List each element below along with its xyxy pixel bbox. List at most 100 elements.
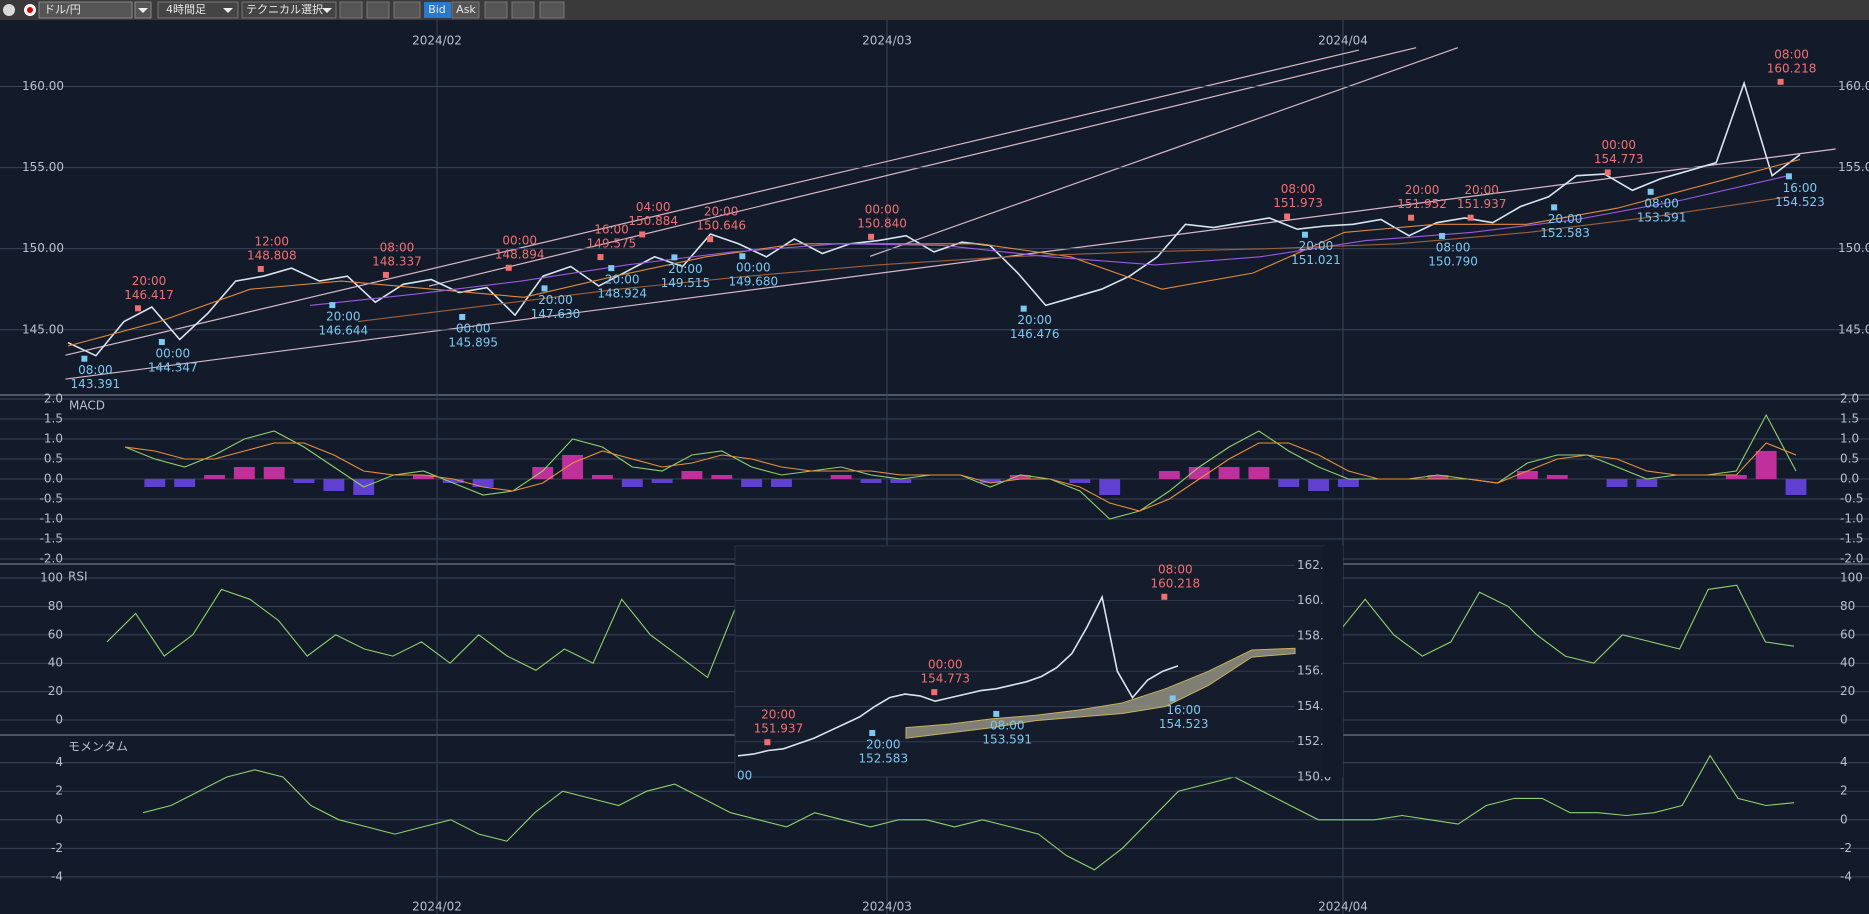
panel-title: MACD — [69, 399, 105, 413]
annotation-price: 160.218 — [1150, 576, 1200, 590]
annotation-marker — [764, 739, 771, 746]
annotation-price: 150.840 — [857, 216, 907, 230]
annotation-price: 146.417 — [124, 288, 174, 302]
histogram-bar — [681, 471, 703, 479]
annotation-time: 20:00 — [326, 310, 361, 324]
annotation-marker — [1408, 214, 1415, 221]
y-tick-label: 20 — [1840, 684, 1855, 698]
annotation-time: 08:00 — [1436, 240, 1471, 254]
bid-button[interactable] — [424, 2, 451, 18]
month-label: 2024/02 — [412, 900, 462, 914]
annotation-price: 145.895 — [448, 335, 498, 349]
y-tick-label: -0.5 — [1840, 492, 1863, 506]
zoom-in-button[interactable] — [539, 1, 565, 19]
y-tick-label: -4 — [1840, 869, 1852, 883]
annotation-price: 154.523 — [1159, 717, 1209, 731]
zoom-out-button[interactable] — [511, 1, 535, 19]
annotation-marker — [459, 313, 466, 320]
annotation-time: 16:00 — [594, 223, 629, 237]
annotation-time: 20:00 — [1548, 212, 1583, 226]
flag-icon — [27, 7, 33, 13]
annotation-price: 152.583 — [858, 752, 908, 766]
y-tick-label: 1.5 — [44, 412, 63, 426]
annotation-price: 149.575 — [587, 237, 637, 251]
technical-select[interactable] — [241, 1, 337, 19]
y-tick-label: 2 — [55, 784, 63, 798]
histogram-bar — [830, 475, 852, 479]
timeframe-select[interactable] — [157, 1, 239, 19]
cloud-band — [905, 647, 1296, 739]
y-tick-label: -4 — [51, 869, 63, 883]
annotation-time: 20:00 — [1017, 313, 1052, 327]
annotation-marker — [158, 339, 165, 346]
info-button[interactable] — [366, 1, 390, 19]
annotation-time: 20:00 — [761, 708, 796, 722]
histogram-bar — [1725, 475, 1747, 479]
y-tick-label: 152.0 — [1297, 734, 1331, 748]
annotation-marker — [257, 265, 264, 272]
annotation-marker — [1785, 173, 1792, 180]
annotation-price: 151.973 — [1273, 196, 1323, 210]
histogram-bar — [562, 455, 584, 479]
histogram-bar — [1218, 467, 1240, 479]
month-label: 2024/02 — [412, 34, 462, 48]
annotation-marker — [81, 355, 88, 362]
annotation-time: 08:00 — [1281, 182, 1316, 196]
annotation-time: 20:00 — [1405, 183, 1440, 197]
y-tick-label: -1.0 — [1840, 512, 1863, 526]
y-tick-label: 160.0 — [1297, 593, 1331, 607]
annotation-time: 12:00 — [254, 234, 289, 248]
annotation-price: 146.476 — [1010, 327, 1060, 341]
series-line — [737, 594, 1179, 757]
annotation-time: 08:00 — [990, 718, 1025, 732]
symbol-select[interactable] — [38, 1, 133, 19]
annotation-time: 16:00 — [1783, 181, 1818, 195]
series-line — [67, 158, 1801, 347]
indicator-button[interactable] — [484, 1, 508, 19]
annotation-time: 00:00 — [928, 658, 963, 672]
ask-button[interactable] — [451, 1, 480, 19]
annotation-marker — [1777, 78, 1784, 85]
dropdown-arrow — [138, 8, 148, 13]
y-tick-label: 160.00 — [1838, 79, 1869, 93]
histogram-bar — [1337, 479, 1359, 487]
histogram-bar — [621, 479, 643, 487]
series-line — [357, 196, 1789, 323]
flag-icon — [3, 4, 15, 16]
annotation-price: 151.021 — [1291, 253, 1341, 267]
histogram-bar — [293, 479, 315, 483]
annotation-price: 151.937 — [754, 722, 804, 736]
annotation-marker — [1647, 188, 1654, 195]
y-tick-label: 60 — [48, 627, 63, 641]
symbol: ドル/円 — [44, 3, 81, 16]
annotation-time: 00:00 — [156, 347, 191, 361]
chart-type-button[interactable] — [393, 1, 421, 19]
histogram-bar — [1785, 479, 1807, 495]
y-tick-label: 40 — [1840, 656, 1855, 670]
annotation-price: 144.347 — [148, 361, 198, 375]
trend-line — [65, 148, 1836, 380]
trend-line — [428, 47, 1417, 287]
annotation-price: 160.218 — [1767, 61, 1817, 75]
annotation-time: 00:00 — [456, 321, 491, 335]
y-tick-label: 1.5 — [1840, 412, 1859, 426]
y-tick-label: -2 — [1840, 841, 1852, 855]
annotation-time: 20:00 — [1464, 183, 1499, 197]
histogram-bar — [1158, 471, 1180, 479]
histogram-bar — [233, 467, 255, 479]
y-tick-label: 0.0 — [1840, 472, 1859, 486]
histogram-bar — [860, 479, 882, 483]
annotation-time: 20:00 — [132, 274, 167, 288]
annotation-marker — [1467, 214, 1474, 221]
month-label: 2024/04 — [1318, 34, 1368, 48]
histogram-bar — [532, 467, 554, 479]
histogram-bar — [890, 479, 912, 483]
draw-button[interactable] — [339, 1, 363, 19]
y-tick-label: 2.0 — [44, 392, 63, 406]
annotation-marker — [329, 302, 336, 309]
trend-line — [869, 47, 1459, 257]
annotation-marker — [868, 233, 875, 240]
histogram-bar — [651, 479, 673, 483]
annotation-price: 146.644 — [318, 324, 368, 338]
